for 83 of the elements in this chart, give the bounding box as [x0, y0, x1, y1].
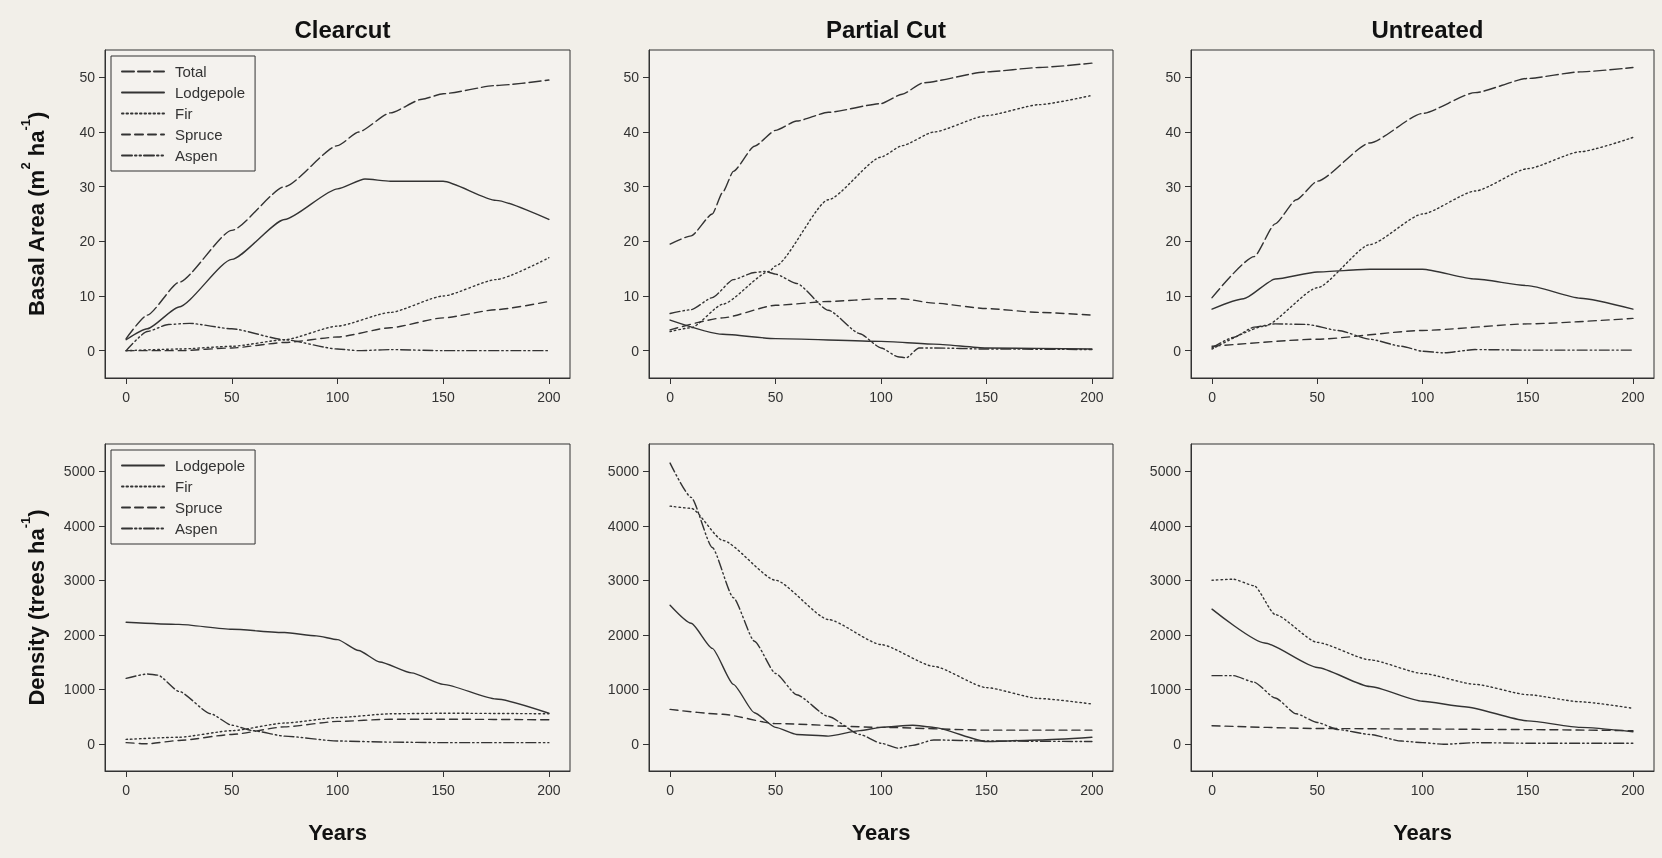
- chart-title: Untreated: [1371, 15, 1484, 43]
- y-tick-label: 20: [623, 233, 640, 250]
- y-tick-label: 0: [87, 735, 96, 752]
- legend-label: Aspen: [175, 147, 218, 164]
- x-tick-label: 50: [767, 389, 784, 405]
- legend-label: Total: [175, 63, 207, 80]
- x-tick-label: 100: [325, 389, 350, 405]
- y-tick-label: 4000: [607, 517, 640, 534]
- x-tick-label: 100: [869, 782, 893, 798]
- x-tick-label: 100: [325, 782, 350, 798]
- y-tick-label: 0: [631, 342, 640, 359]
- y-axis-title: Density (trees ha-1): [18, 509, 49, 706]
- y-tick-label: 30: [1165, 178, 1182, 195]
- x-tick-label: 100: [1410, 389, 1435, 405]
- legend-label: Fir: [175, 478, 193, 495]
- x-tick-label: 200: [537, 782, 561, 798]
- x-tick-label: 200: [537, 389, 561, 405]
- y-tick-label: 40: [79, 124, 96, 140]
- x-tick-label: 150: [431, 389, 456, 405]
- y-tick-label: 2000: [607, 626, 640, 643]
- y-tick-label: 3000: [63, 572, 96, 589]
- y-tick-label: 5000: [1149, 463, 1182, 480]
- y-tick-label: 4000: [63, 517, 96, 534]
- x-tick-label: 0: [666, 782, 675, 798]
- x-tick-label: 200: [1621, 389, 1645, 405]
- y-tick-label: 3000: [1149, 572, 1182, 589]
- y-tick-label: 0: [1173, 342, 1182, 359]
- x-tick-label: 50: [224, 389, 240, 405]
- x-tick-label: 100: [1410, 782, 1435, 798]
- x-tick-label: 200: [1080, 389, 1104, 405]
- y-tick-label: 20: [1165, 233, 1182, 250]
- y-tick-label: 50: [1165, 69, 1182, 86]
- legend-label: Fir: [175, 105, 193, 122]
- x-tick-label: 150: [431, 782, 456, 798]
- y-tick-label: 1000: [607, 681, 640, 698]
- x-tick-label: 150: [1516, 782, 1540, 798]
- x-tick-label: 0: [122, 782, 131, 798]
- y-tick-label: 30: [623, 178, 640, 195]
- chart-title: Clearcut: [294, 15, 391, 43]
- y-tick-label: 0: [1173, 735, 1182, 752]
- y-tick-label: 40: [623, 124, 640, 140]
- x-tick-label: 50: [224, 782, 240, 798]
- y-tick-label: 5000: [607, 463, 640, 480]
- x-tick-label: 50: [767, 782, 784, 798]
- y-tick-label: 50: [79, 69, 96, 86]
- x-tick-label: 50: [1309, 782, 1326, 798]
- y-tick-label: 0: [87, 342, 96, 359]
- x-tick-label: 50: [1309, 389, 1326, 405]
- y-tick-label: 10: [1165, 288, 1182, 304]
- y-tick-label: 10: [79, 288, 96, 304]
- x-tick-label: 0: [1208, 389, 1217, 405]
- x-tick-label: 100: [869, 389, 893, 405]
- x-axis-title: Years: [851, 819, 911, 845]
- y-tick-label: 10: [623, 288, 640, 304]
- y-axis-title: Basal Area (m2 ha-1): [18, 111, 49, 316]
- x-tick-label: 200: [1621, 782, 1645, 798]
- y-tick-label: 1000: [63, 681, 96, 698]
- legend-label: Spruce: [175, 499, 223, 516]
- x-tick-label: 0: [1208, 782, 1217, 798]
- x-tick-label: 150: [974, 389, 999, 405]
- legend-label: Aspen: [175, 520, 218, 537]
- y-tick-label: 0: [631, 735, 640, 752]
- y-tick-label: 50: [623, 69, 640, 86]
- y-tick-label: 4000: [1149, 517, 1182, 534]
- y-tick-label: 20: [79, 233, 96, 250]
- legend-label: Lodgepole: [175, 457, 246, 474]
- x-axis-title: Years: [308, 819, 367, 845]
- legend-label: Spruce: [175, 126, 223, 143]
- y-tick-label: 2000: [63, 626, 96, 643]
- legend-label: Lodgepole: [175, 84, 246, 101]
- x-tick-label: 0: [122, 389, 131, 405]
- y-tick-label: 40: [1165, 124, 1182, 140]
- x-tick-label: 0: [666, 389, 675, 405]
- y-tick-label: 1000: [1149, 681, 1182, 698]
- x-tick-label: 150: [974, 782, 999, 798]
- y-tick-label: 30: [79, 178, 96, 195]
- x-axis-title: Years: [1393, 819, 1452, 845]
- x-tick-label: 200: [1080, 782, 1104, 798]
- y-tick-label: 2000: [1149, 626, 1182, 643]
- chart-title: Partial Cut: [825, 15, 947, 43]
- x-tick-label: 150: [1516, 389, 1540, 405]
- y-tick-label: 3000: [607, 572, 640, 589]
- y-tick-label: 5000: [63, 463, 96, 480]
